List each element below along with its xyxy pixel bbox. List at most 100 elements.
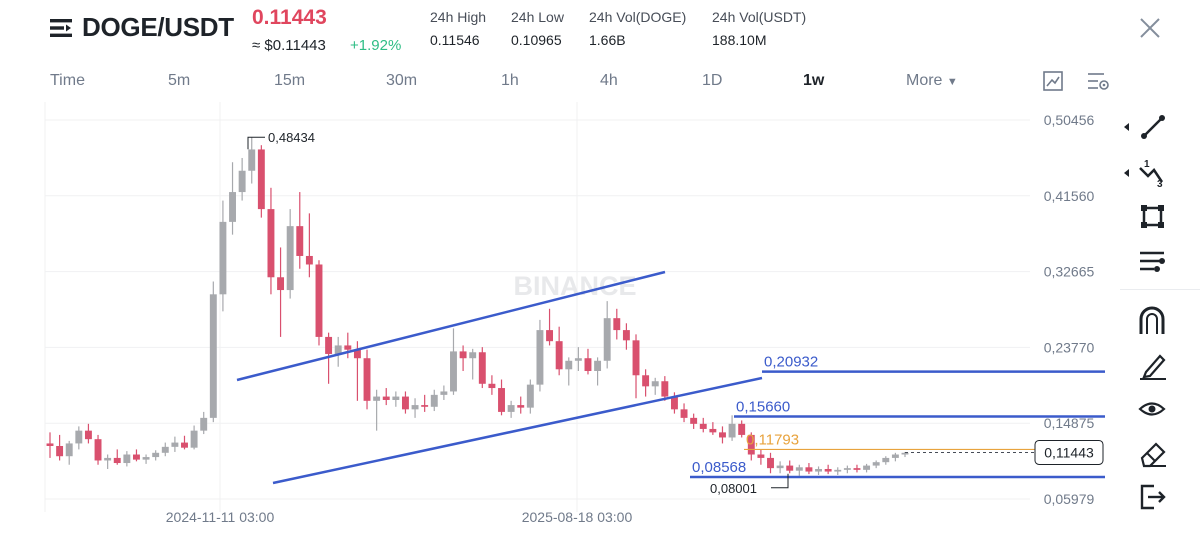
candle bbox=[824, 468, 832, 472]
candle bbox=[834, 469, 842, 472]
candle bbox=[642, 375, 650, 387]
y-tick-label: 0,05979 bbox=[1044, 491, 1095, 507]
exit-icon[interactable] bbox=[1124, 481, 1184, 511]
candle bbox=[815, 468, 822, 472]
tab-more[interactable]: More ▼ bbox=[906, 72, 958, 90]
y-axis: 0,50456 0,41560 0,32665 0,23770 0,14875 0,059… bbox=[1044, 112, 1095, 507]
stat-24h-low-value: 0.10965 bbox=[511, 32, 562, 48]
stat-24h-vol-usdt-value: 188.10M bbox=[712, 32, 767, 48]
candle bbox=[805, 467, 813, 472]
close-icon[interactable] bbox=[1136, 14, 1164, 42]
candle bbox=[776, 465, 784, 469]
tab-1d[interactable]: 1D bbox=[702, 72, 723, 89]
candle bbox=[277, 277, 285, 291]
candle bbox=[546, 330, 554, 342]
candle bbox=[133, 454, 140, 460]
candle bbox=[536, 330, 544, 385]
candle bbox=[613, 318, 621, 331]
candle bbox=[565, 360, 573, 370]
candle bbox=[46, 443, 54, 446]
y-tick-label: 0,41560 bbox=[1044, 188, 1095, 204]
chart-settings-icon[interactable] bbox=[1042, 70, 1064, 92]
candle bbox=[795, 467, 803, 471]
candle bbox=[757, 454, 765, 458]
y-tick-label: 0,32665 bbox=[1044, 264, 1095, 280]
candle bbox=[296, 226, 304, 256]
candle bbox=[651, 381, 659, 387]
pencil-icon[interactable] bbox=[1124, 350, 1184, 380]
eye-icon[interactable] bbox=[1124, 394, 1184, 424]
candle bbox=[286, 226, 294, 291]
eraser-icon[interactable] bbox=[1124, 438, 1184, 468]
candle bbox=[113, 457, 121, 464]
candle bbox=[728, 423, 736, 438]
candle bbox=[401, 396, 409, 410]
candle bbox=[478, 352, 486, 384]
magnet-icon[interactable] bbox=[1124, 306, 1184, 336]
candle bbox=[219, 221, 227, 295]
candle bbox=[786, 465, 794, 471]
candle bbox=[344, 345, 352, 350]
candle bbox=[670, 396, 678, 410]
candle bbox=[594, 360, 602, 372]
candle bbox=[334, 345, 342, 354]
candle bbox=[853, 468, 861, 470]
candle bbox=[719, 432, 726, 438]
candle bbox=[584, 358, 592, 372]
high-marker-line bbox=[247, 136, 265, 150]
caret-down-icon: ▼ bbox=[946, 76, 958, 88]
fibonacci-icon[interactable]: 1 3 bbox=[1124, 158, 1184, 188]
candle bbox=[181, 442, 188, 448]
tab-1w[interactable]: 1w bbox=[803, 72, 825, 89]
tab-5m[interactable]: 5m bbox=[168, 72, 191, 89]
candle bbox=[382, 396, 390, 400]
candle bbox=[517, 405, 525, 408]
candle bbox=[123, 454, 131, 464]
symbol-title: DOGE/USDT bbox=[82, 12, 234, 42]
level-label: 0,20932 bbox=[764, 354, 818, 371]
candle bbox=[142, 457, 150, 460]
stat-24h-vol-usdt-label: 24h Vol(USDT) bbox=[712, 9, 807, 25]
y-tick-label: 0,50456 bbox=[1044, 112, 1095, 128]
candle bbox=[699, 423, 707, 429]
candle bbox=[459, 351, 467, 359]
candle bbox=[353, 349, 361, 359]
low-marker-line bbox=[771, 473, 789, 489]
drawings-layer bbox=[236, 270, 763, 485]
menu-icon[interactable] bbox=[50, 18, 72, 38]
text-note-icon[interactable] bbox=[1124, 246, 1184, 276]
candles-layer bbox=[46, 137, 909, 476]
candle bbox=[901, 452, 909, 455]
trend-line-icon[interactable] bbox=[1124, 112, 1184, 142]
tab-time[interactable]: Time bbox=[50, 72, 85, 89]
candle bbox=[75, 430, 83, 444]
shape-icon[interactable] bbox=[1124, 201, 1184, 231]
candle bbox=[411, 405, 419, 410]
tab-1h[interactable]: 1h bbox=[501, 72, 519, 89]
x-tick-label: 2025-08-18 03:00 bbox=[522, 509, 633, 525]
stat-24h-low-label: 24h Low bbox=[511, 9, 564, 25]
tab-30m[interactable]: 30m bbox=[386, 72, 418, 89]
candle bbox=[450, 351, 457, 392]
last-price: 0.11443 bbox=[252, 6, 327, 29]
candle bbox=[363, 358, 371, 401]
level-label: 0,15660 bbox=[736, 399, 790, 416]
low-marker-label: 0,08001 bbox=[710, 481, 757, 496]
candle bbox=[248, 149, 256, 171]
indicator-settings-icon[interactable] bbox=[1086, 70, 1110, 92]
price-chart[interactable]: BINANCE 0,484340,209320,156600,117930,08… bbox=[0, 102, 1110, 532]
y-tick-label: 0,14875 bbox=[1044, 415, 1095, 431]
candle bbox=[680, 409, 688, 418]
candle bbox=[94, 439, 102, 461]
stat-24h-vol-doge-label: 24h Vol(DOGE) bbox=[589, 9, 687, 25]
tab-4h[interactable]: 4h bbox=[600, 72, 618, 89]
tab-15m[interactable]: 15m bbox=[274, 72, 306, 89]
candle bbox=[738, 423, 746, 435]
candle bbox=[430, 394, 438, 407]
candle bbox=[56, 445, 64, 457]
level-label: 0,08568 bbox=[692, 459, 746, 476]
current-price-tag bbox=[1034, 439, 1104, 465]
toolbar-divider bbox=[1120, 289, 1200, 290]
candle bbox=[661, 381, 669, 397]
